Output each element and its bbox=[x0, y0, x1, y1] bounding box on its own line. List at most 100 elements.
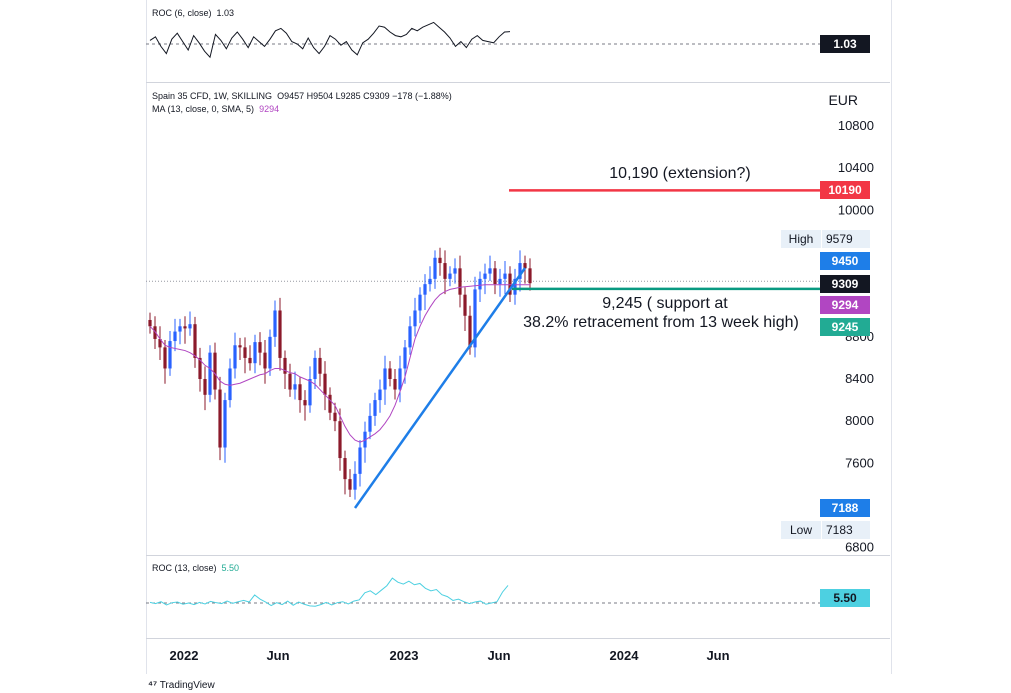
candle-body bbox=[293, 384, 297, 390]
candle-body bbox=[253, 342, 257, 364]
y-tick-label: 6800 bbox=[845, 540, 874, 555]
roc6-price-tag: 1.03 bbox=[820, 35, 870, 53]
high-value: 9579 bbox=[822, 230, 870, 248]
roc13-label: ROC (13, close) 5.50 bbox=[152, 563, 239, 573]
y-tick-label: 10000 bbox=[838, 202, 874, 217]
high-label: High bbox=[781, 230, 821, 248]
candle-body bbox=[313, 357, 317, 379]
y-tick-label: 10400 bbox=[838, 160, 874, 175]
x-label-2022: 2022 bbox=[169, 648, 199, 663]
pane-divider-top[interactable] bbox=[146, 82, 890, 83]
roc13-value: 5.50 bbox=[221, 563, 240, 573]
tradingview-logo[interactable]: ⁴⁷ TradingView bbox=[148, 680, 215, 691]
candle-body bbox=[528, 268, 532, 284]
uptrend-line bbox=[353, 267, 527, 509]
candle-body bbox=[448, 273, 452, 279]
roc6-title: ROC (6, close) bbox=[152, 8, 212, 18]
candle-body bbox=[358, 447, 362, 474]
candle-body bbox=[343, 458, 347, 480]
close-price-tag: 9309 bbox=[820, 275, 870, 293]
candle-body bbox=[213, 352, 217, 390]
candle-body bbox=[428, 278, 432, 285]
candle-body bbox=[203, 379, 207, 395]
roc13-title[interactable]: ROC (13, close) bbox=[152, 563, 217, 573]
candle-body bbox=[288, 373, 292, 390]
ohlc-readout: O9457 H9504 L9285 C9309 −178 (−1.88%) bbox=[277, 91, 452, 101]
candle-body bbox=[338, 421, 342, 459]
pane-divider-bottom[interactable] bbox=[146, 555, 890, 556]
candle-body bbox=[248, 357, 252, 364]
x-label-2023: 2023 bbox=[389, 648, 419, 663]
candle-body bbox=[458, 268, 462, 295]
candle-body bbox=[523, 263, 527, 269]
y-tick-label: 10800 bbox=[838, 118, 874, 133]
candle-body bbox=[283, 357, 287, 374]
candle-body bbox=[498, 278, 502, 285]
candle-body bbox=[183, 326, 187, 329]
x-label-jun-2022: Jun bbox=[266, 648, 290, 663]
candle-body bbox=[268, 336, 272, 369]
candle-body bbox=[353, 473, 357, 490]
candle-body bbox=[348, 479, 352, 490]
tradingview-icon: ⁴⁷ bbox=[148, 680, 158, 691]
candle-body bbox=[488, 268, 492, 274]
candle-body bbox=[173, 331, 177, 342]
x-label-2024: 2024 bbox=[609, 648, 639, 663]
symbol-title[interactable]: Spain 35 CFD, 1W, SKILLING bbox=[152, 91, 273, 101]
ma-price-tag: 9294 bbox=[820, 296, 870, 314]
roc13-line bbox=[149, 577, 509, 607]
ma-legend: MA (13, close, 0, SMA, 5) 9294 bbox=[152, 104, 279, 114]
candle-body bbox=[238, 345, 242, 348]
y-tick-label: 7600 bbox=[845, 455, 874, 470]
candle-body bbox=[263, 352, 267, 369]
candle-body bbox=[373, 400, 377, 416]
candle-body bbox=[318, 357, 322, 374]
candle-body bbox=[513, 278, 517, 295]
roc13-price-tag: 5.50 bbox=[820, 589, 870, 607]
candle-body bbox=[493, 268, 497, 285]
candle-body bbox=[298, 384, 302, 401]
candle-body bbox=[333, 412, 337, 422]
candle-body bbox=[158, 338, 162, 348]
currency-label: EUR bbox=[828, 92, 858, 108]
candle-body bbox=[368, 415, 372, 432]
candle-body bbox=[478, 278, 482, 290]
candle-body bbox=[223, 400, 227, 448]
candle-body bbox=[503, 273, 507, 279]
candle-body bbox=[308, 379, 312, 406]
candle-body bbox=[233, 345, 237, 369]
candle-body bbox=[243, 347, 247, 358]
candle-body bbox=[453, 268, 457, 274]
candle-body bbox=[163, 347, 167, 369]
candle-body bbox=[398, 368, 402, 390]
chart-frame bbox=[146, 0, 892, 674]
support-annotation-line2: 38.2% retracement from 13 week high) bbox=[523, 314, 799, 331]
candle-body bbox=[433, 257, 437, 279]
price-tag-9450: 9450 bbox=[820, 252, 870, 270]
ma-title[interactable]: MA (13, close, 0, SMA, 5) bbox=[152, 104, 255, 114]
time-axis-divider bbox=[146, 638, 890, 639]
roc6-line bbox=[149, 21, 511, 59]
ma-line bbox=[149, 284, 530, 443]
candle-body bbox=[473, 289, 477, 348]
candle-body bbox=[208, 352, 212, 395]
candle-body bbox=[148, 319, 152, 327]
candle-body bbox=[438, 257, 442, 264]
candle-body bbox=[463, 294, 467, 316]
candle-body bbox=[388, 368, 392, 379]
candle-body bbox=[193, 324, 197, 358]
x-label-jun-2024: Jun bbox=[706, 648, 730, 663]
brand-text: TradingView bbox=[159, 680, 215, 691]
candle-body bbox=[303, 400, 307, 406]
candle-body bbox=[408, 326, 412, 348]
candle-body bbox=[168, 341, 172, 369]
candle-body bbox=[383, 368, 387, 390]
price-tag-7188: 7188 bbox=[820, 499, 870, 517]
candle-body bbox=[273, 310, 277, 337]
y-tick-label: 8400 bbox=[845, 371, 874, 386]
candle-body bbox=[443, 263, 447, 279]
x-label-jun-2023: Jun bbox=[487, 648, 511, 663]
ma-value: 9294 bbox=[259, 104, 280, 114]
candle-body bbox=[188, 324, 192, 329]
